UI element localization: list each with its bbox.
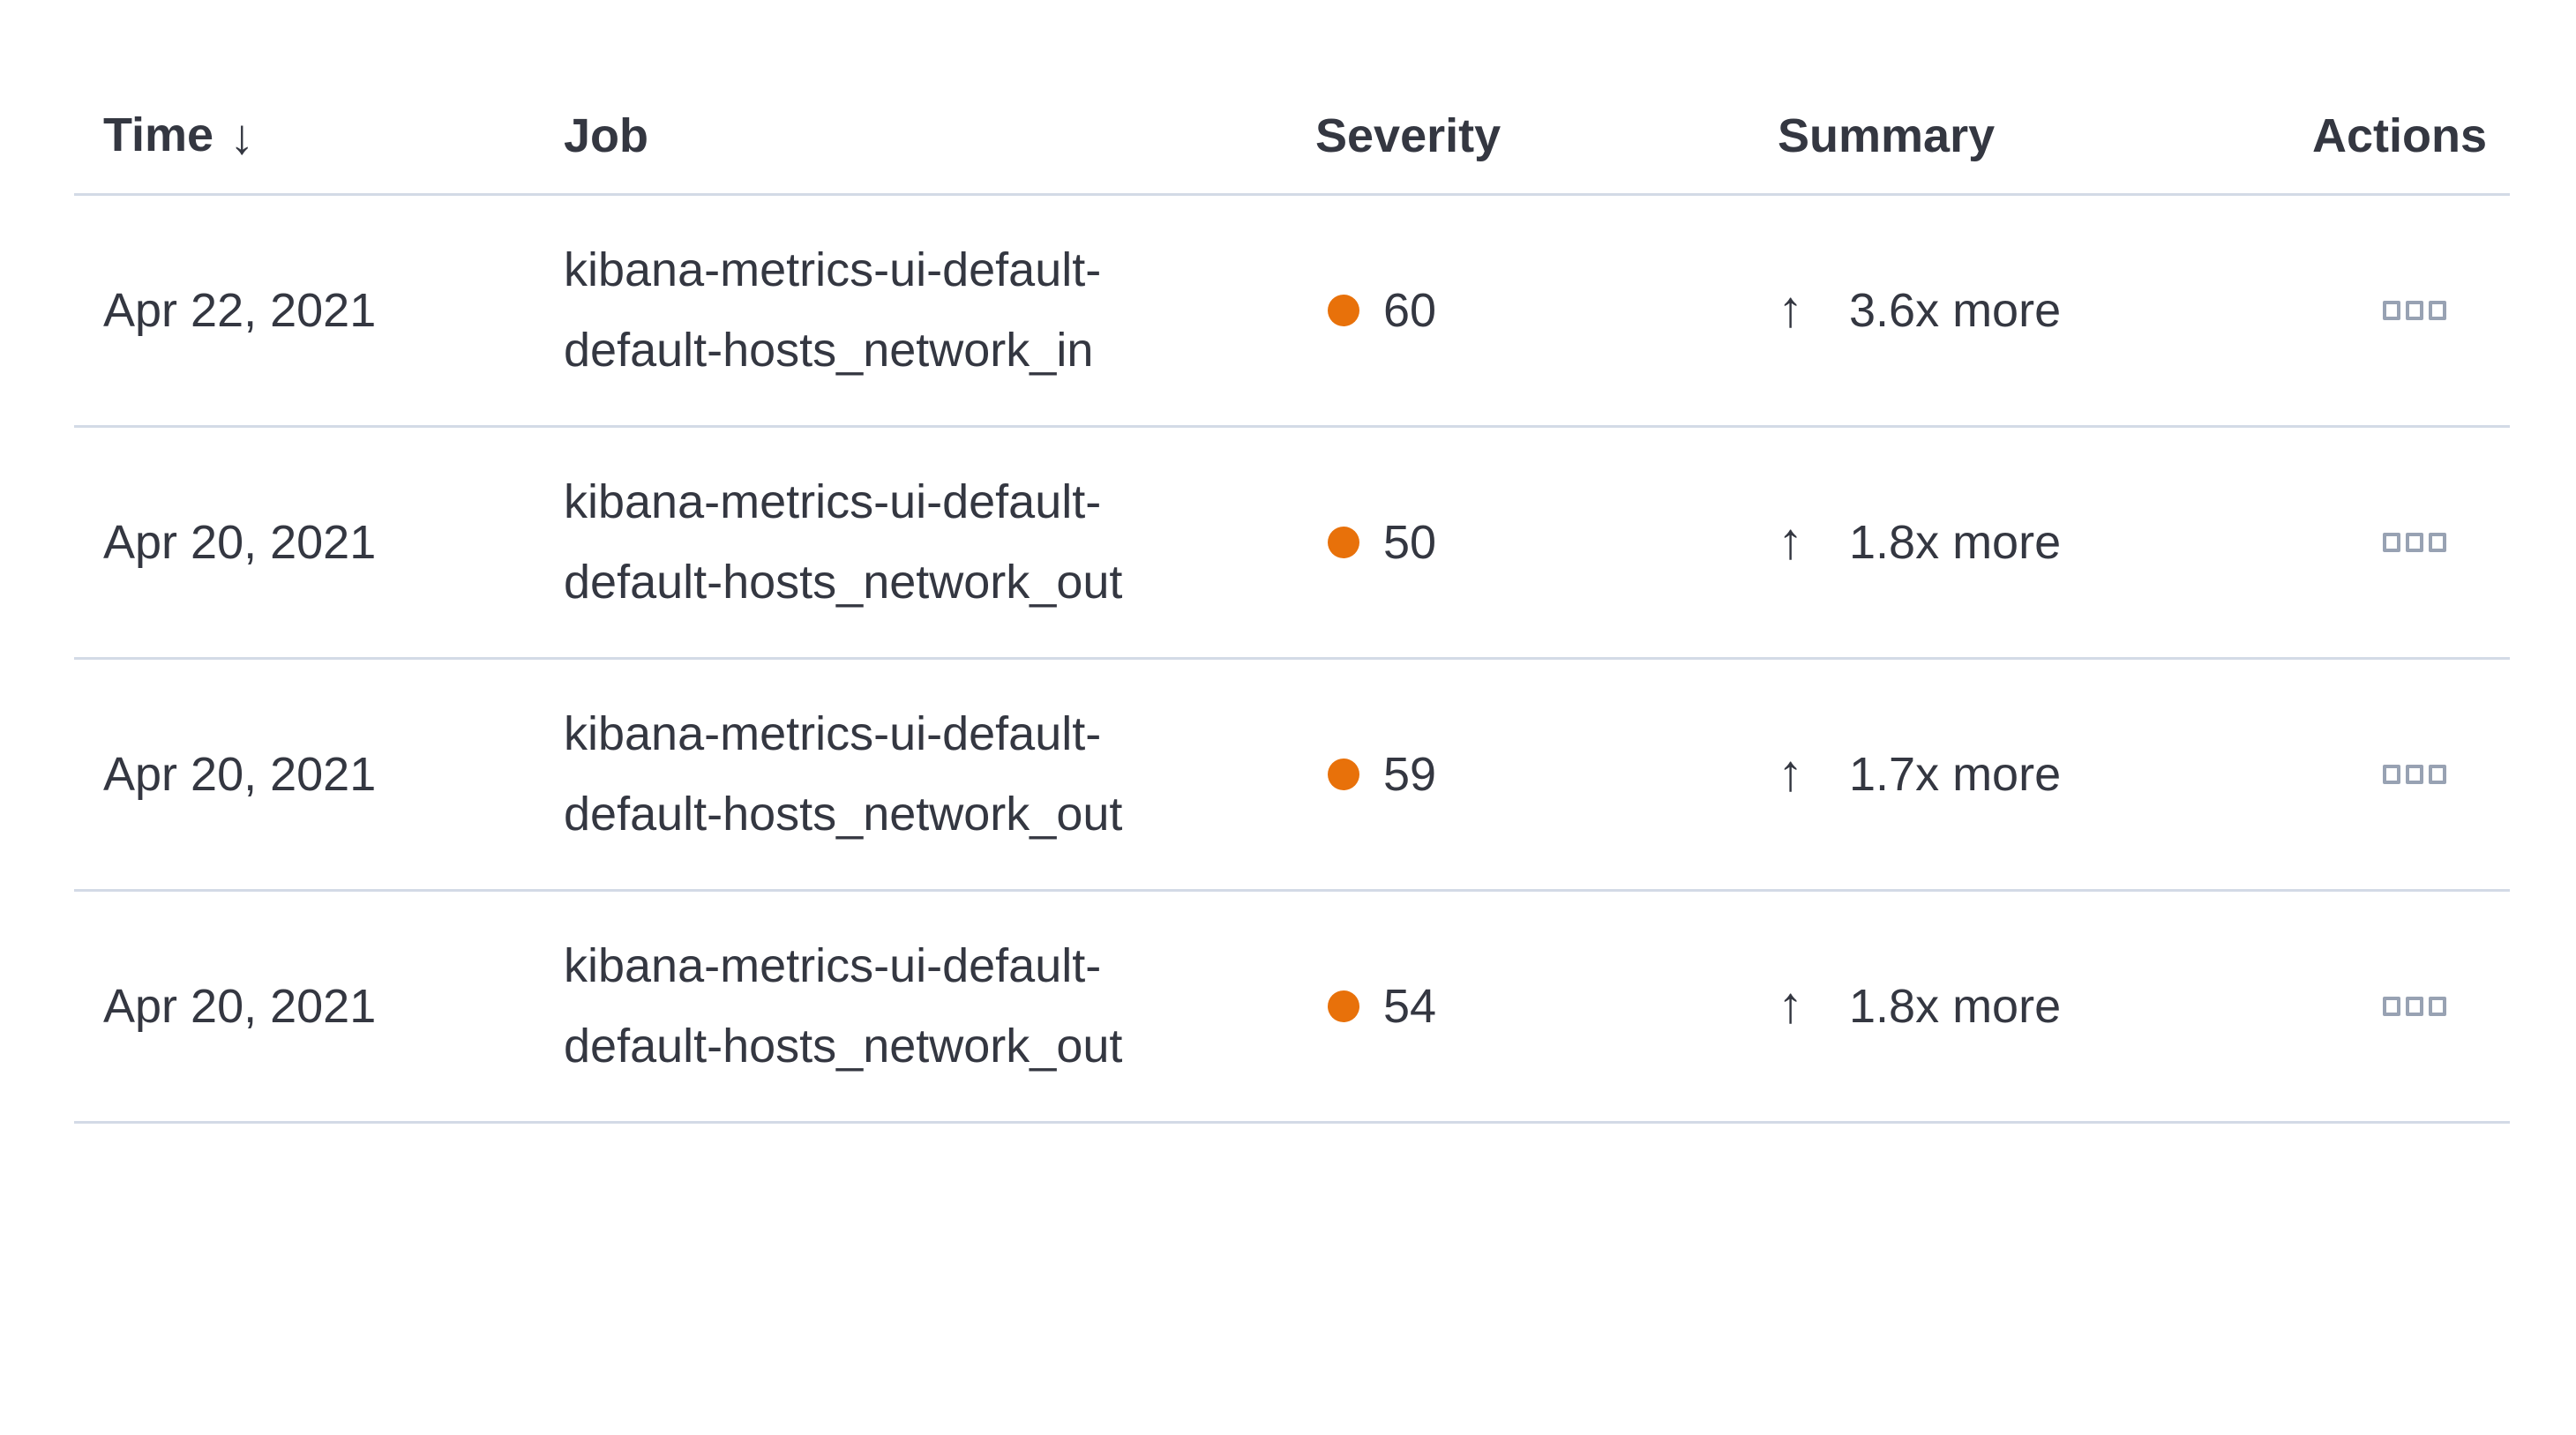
arrow-up-icon: ↑ bbox=[1778, 512, 1803, 570]
time-cell: Apr 20, 2021 bbox=[103, 515, 377, 569]
severity-value: 50 bbox=[1383, 516, 1437, 569]
column-header-severity-label: Severity bbox=[1315, 109, 1501, 162]
row-actions-button[interactable] bbox=[2374, 988, 2455, 1025]
column-header-summary-label: Summary bbox=[1778, 109, 1996, 162]
table-row: Apr 20, 2021 kibana-metrics-ui-default-d… bbox=[74, 660, 2510, 892]
summary-text: 3.6x more bbox=[1849, 284, 2062, 337]
job-cell: kibana-metrics-ui-default-default-hosts_… bbox=[535, 694, 1289, 855]
severity-dot-icon bbox=[1328, 295, 1359, 326]
job-cell: kibana-metrics-ui-default-default-hosts_… bbox=[535, 926, 1289, 1087]
sort-descending-icon: ↓ bbox=[229, 108, 255, 164]
column-header-time-label: Time bbox=[103, 108, 214, 161]
severity-dot-icon bbox=[1328, 527, 1359, 558]
time-cell: Apr 20, 2021 bbox=[103, 747, 377, 801]
boxes-horizontal-icon bbox=[2383, 765, 2446, 784]
job-name: kibana-metrics-ui-default-default-hosts_… bbox=[564, 243, 1102, 377]
job-name: kibana-metrics-ui-default-default-hosts_… bbox=[564, 707, 1123, 841]
row-actions-button[interactable] bbox=[2374, 524, 2455, 561]
actions-cell bbox=[2312, 292, 2510, 329]
summary-text: 1.8x more bbox=[1849, 516, 2062, 569]
arrow-up-icon: ↑ bbox=[1778, 975, 1803, 1034]
job-cell: kibana-metrics-ui-default-default-hosts_… bbox=[535, 230, 1289, 391]
column-header-actions-label: Actions bbox=[2312, 109, 2488, 162]
boxes-horizontal-icon bbox=[2383, 533, 2446, 552]
severity-value: 54 bbox=[1383, 980, 1437, 1033]
actions-cell bbox=[2312, 756, 2510, 793]
summary-cell: ↑ 1.7x more bbox=[1748, 744, 2312, 804]
severity-cell: 50 bbox=[1289, 515, 1748, 570]
summary-cell: ↑ 1.8x more bbox=[1748, 975, 2312, 1036]
severity-value: 60 bbox=[1383, 284, 1437, 337]
column-header-summary: Summary bbox=[1748, 108, 2312, 163]
column-header-time[interactable]: Time ↓ bbox=[74, 106, 535, 165]
summary-text: 1.8x more bbox=[1849, 980, 2062, 1033]
severity-cell: 54 bbox=[1289, 979, 1748, 1034]
table-row: Apr 20, 2021 kibana-metrics-ui-default-d… bbox=[74, 428, 2510, 660]
arrow-up-icon: ↑ bbox=[1778, 280, 1803, 338]
summary-text: 1.7x more bbox=[1849, 748, 2062, 801]
job-cell: kibana-metrics-ui-default-default-hosts_… bbox=[535, 462, 1289, 623]
summary-cell: ↑ 1.8x more bbox=[1748, 512, 2312, 572]
column-header-job: Job bbox=[535, 108, 1289, 163]
actions-cell bbox=[2312, 524, 2510, 561]
severity-value: 59 bbox=[1383, 748, 1437, 801]
column-header-severity: Severity bbox=[1289, 108, 1748, 163]
column-header-actions: Actions bbox=[2312, 108, 2522, 163]
table-row: Apr 22, 2021 kibana-metrics-ui-default-d… bbox=[74, 196, 2510, 428]
column-header-job-label: Job bbox=[564, 109, 649, 162]
anomalies-table: Time ↓ Job Severity Summary Actions Apr … bbox=[74, 0, 2510, 1124]
table-row: Apr 20, 2021 kibana-metrics-ui-default-d… bbox=[74, 892, 2510, 1124]
severity-cell: 60 bbox=[1289, 283, 1748, 338]
boxes-horizontal-icon bbox=[2383, 997, 2446, 1016]
row-actions-button[interactable] bbox=[2374, 756, 2455, 793]
severity-cell: 59 bbox=[1289, 747, 1748, 802]
boxes-horizontal-icon bbox=[2383, 301, 2446, 320]
arrow-up-icon: ↑ bbox=[1778, 744, 1803, 802]
row-actions-button[interactable] bbox=[2374, 292, 2455, 329]
severity-dot-icon bbox=[1328, 990, 1359, 1022]
actions-cell bbox=[2312, 988, 2510, 1025]
summary-cell: ↑ 3.6x more bbox=[1748, 280, 2312, 340]
job-name: kibana-metrics-ui-default-default-hosts_… bbox=[564, 475, 1123, 609]
time-cell: Apr 20, 2021 bbox=[103, 979, 377, 1033]
time-cell: Apr 22, 2021 bbox=[103, 283, 377, 337]
job-name: kibana-metrics-ui-default-default-hosts_… bbox=[564, 939, 1123, 1073]
severity-dot-icon bbox=[1328, 759, 1359, 790]
table-header-row: Time ↓ Job Severity Summary Actions bbox=[74, 0, 2510, 196]
